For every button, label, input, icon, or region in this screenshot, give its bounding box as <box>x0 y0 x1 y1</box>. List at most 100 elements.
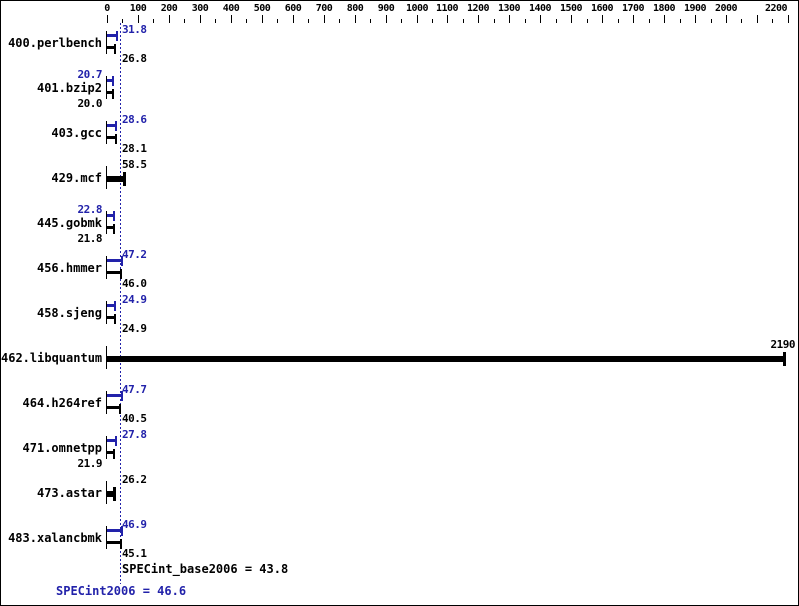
axis-minor-tick <box>215 19 216 23</box>
peak-bar-cap <box>121 526 123 536</box>
peak-bar <box>107 259 122 262</box>
axis-major-tick <box>200 15 201 23</box>
axis-major-tick <box>540 15 541 23</box>
peak-bar <box>107 34 117 37</box>
peak-value-label: 31.8 <box>122 23 147 36</box>
base-bar-cap <box>114 314 116 324</box>
base-peak-bar <box>107 356 785 362</box>
base-peak-bar-cap <box>783 352 786 366</box>
row-zero-axis-line <box>106 256 107 279</box>
row-zero-axis-line <box>106 481 107 504</box>
axis-tick-label: 700 <box>315 3 333 14</box>
axis-tick-label: 1700 <box>621 3 645 14</box>
base-bar <box>107 406 120 409</box>
axis-major-tick <box>788 15 789 23</box>
peak-bar <box>107 124 116 127</box>
axis-tick-label: 2200 <box>764 3 788 14</box>
peak-bar <box>107 304 115 307</box>
base-value-label: 46.0 <box>122 277 147 290</box>
axis-minor-tick <box>401 19 402 23</box>
axis-tick-label: 300 <box>191 3 209 14</box>
peak-bar-cap <box>115 121 117 131</box>
peak-bar-cap <box>113 211 115 221</box>
axis-major-tick <box>386 15 387 23</box>
peak-bar <box>107 79 113 82</box>
axis-minor-tick <box>587 19 588 23</box>
base-bar <box>107 316 115 319</box>
row-zero-axis-line <box>106 166 107 189</box>
peak-value-label: 22.8 <box>77 203 103 216</box>
axis-major-tick <box>107 15 108 23</box>
axis-major-tick <box>169 15 170 23</box>
base-bar-cap <box>120 269 122 279</box>
base-bar-cap <box>114 44 116 54</box>
base-bar <box>107 226 114 229</box>
specint-base2006-label: SPECint_base2006 = 43.8 <box>122 562 289 576</box>
base-bar-cap <box>113 449 115 459</box>
axis-major-tick <box>293 15 294 23</box>
axis-major-tick <box>478 15 479 23</box>
axis-major-tick <box>324 15 325 23</box>
axis-tick-label: 1400 <box>528 3 552 14</box>
peak-value-label: 27.8 <box>122 428 147 441</box>
base-value-label: 40.5 <box>122 412 147 425</box>
base-bar-cap <box>119 404 121 414</box>
row-zero-axis-line <box>106 391 107 414</box>
peak-bar-cap <box>115 436 117 446</box>
axis-major-tick <box>726 15 727 23</box>
axis-minor-tick <box>680 19 681 23</box>
base-value-label: 24.9 <box>122 322 147 335</box>
base-value-label: 45.1 <box>122 547 147 560</box>
axis-tick-label: 1100 <box>435 3 459 14</box>
axis-major-tick <box>633 15 634 23</box>
axis-minor-tick <box>772 19 773 23</box>
benchmark-label: 429.mcf <box>51 171 102 185</box>
row-zero-axis-line <box>106 76 107 99</box>
base-bar <box>107 91 113 94</box>
base-bar-cap <box>112 89 114 99</box>
axis-minor-tick <box>649 19 650 23</box>
peak-value-label: 24.9 <box>122 293 147 306</box>
axis-major-tick <box>262 15 263 23</box>
peak-value-label: 47.7 <box>122 383 147 396</box>
axis-tick-label: 1800 <box>652 3 676 14</box>
base-peak-bar-cap <box>123 172 126 186</box>
benchmark-label: 456.hmmer <box>36 261 102 275</box>
axis-tick-label: 900 <box>377 3 395 14</box>
peak-bar-cap <box>114 301 116 311</box>
axis-minor-tick <box>494 19 495 23</box>
axis-minor-tick <box>525 19 526 23</box>
axis-minor-tick <box>432 19 433 23</box>
axis-minor-tick <box>463 19 464 23</box>
benchmark-label: 483.xalancbmk <box>8 531 102 545</box>
axis-major-tick <box>602 15 603 23</box>
peak-value-label: 47.2 <box>122 248 147 261</box>
axis-minor-tick <box>339 19 340 23</box>
axis-major-tick <box>417 15 418 23</box>
base-bar-cap <box>115 134 117 144</box>
value-label: 26.2 <box>122 473 147 486</box>
row-zero-axis-line <box>106 436 107 459</box>
peak-bar-cap <box>112 76 114 86</box>
axis-minor-tick <box>122 19 123 23</box>
overall-score-dotted-line <box>120 23 121 584</box>
peak-bar <box>107 439 116 442</box>
axis-tick-label: 600 <box>284 3 302 14</box>
axis-minor-tick <box>308 19 309 23</box>
benchmark-label: 400.perlbench <box>8 36 102 50</box>
axis-minor-tick <box>618 19 619 23</box>
base-bar <box>107 136 116 139</box>
axis-tick-label: 0 <box>104 3 110 14</box>
row-zero-axis-line <box>106 121 107 144</box>
base-value-label: 21.8 <box>77 232 103 245</box>
peak-bar-cap <box>121 391 123 401</box>
peak-value-label: 20.7 <box>77 68 103 81</box>
axis-tick-label: 500 <box>253 3 271 14</box>
axis-minor-tick <box>711 19 712 23</box>
base-value-label: 28.1 <box>122 142 147 155</box>
value-label: 2190 <box>770 338 796 351</box>
benchmark-label: 464.h264ref <box>22 396 102 410</box>
row-zero-axis-line <box>106 31 107 54</box>
axis-tick-label: 1000 <box>405 3 429 14</box>
